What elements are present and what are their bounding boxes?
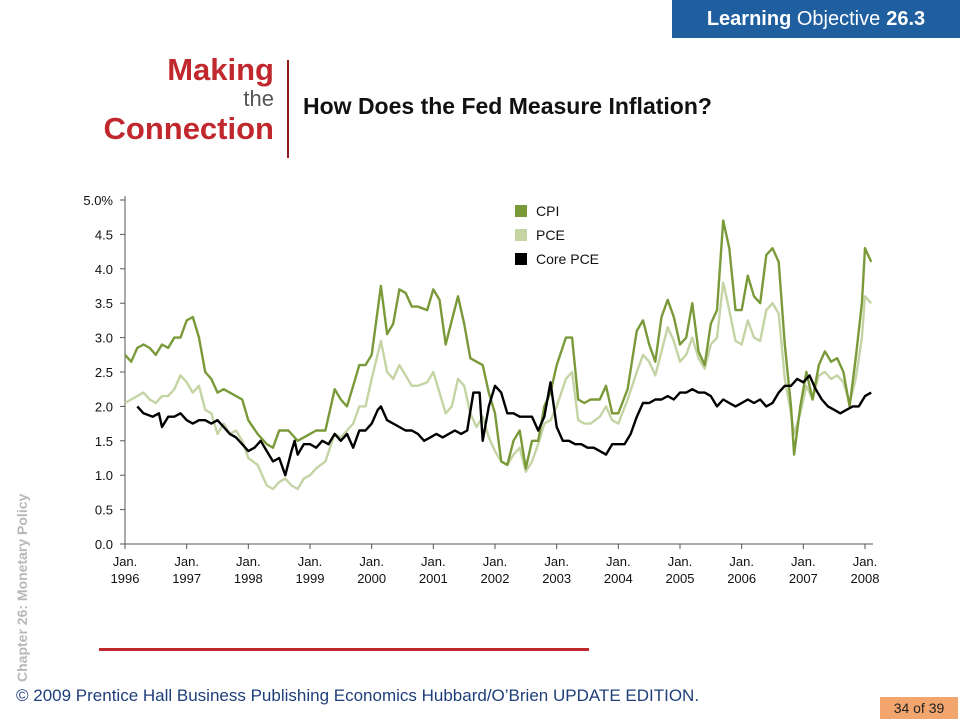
y-tick-label: 3.5 (95, 296, 113, 311)
y-tick-label: 4.5 (95, 227, 113, 242)
x-tick-label-year: 1997 (172, 571, 201, 586)
series-line-pce (124, 281, 873, 491)
x-tick-label-month: Jan. (853, 554, 878, 569)
x-tick-label-year: 2000 (357, 571, 386, 586)
y-tick-label: 2.0 (95, 399, 113, 414)
x-tick-label-year: 2007 (789, 571, 818, 586)
making-the-connection: Making the Connection (104, 54, 275, 144)
lo-label-bold: Learning (706, 7, 792, 30)
x-tick-label-year: 1999 (296, 571, 325, 586)
x-tick-label-month: Jan. (729, 554, 754, 569)
legend-label-pce: PCE (536, 227, 565, 243)
chart-axes: 0.0 0.5 1.0 1.5 2.0 2.5 3.0 3.5 4.0 4.5 5.0% Jan. 19… (83, 193, 879, 586)
x-tick-label-year: 2006 (727, 571, 756, 586)
x-tick-label-month: Jan. (544, 554, 569, 569)
mtc-connection: Connection (103, 111, 275, 146)
series-line-core-pce (136, 374, 872, 477)
x-tick-label-month: Jan. (606, 554, 631, 569)
x-tick-label-month: Jan. (483, 554, 508, 569)
x-tick-label-month: Jan. (668, 554, 693, 569)
x-tick-label-year: 2008 (851, 571, 880, 586)
footer-rule (99, 648, 589, 651)
x-tick-label-year: 2005 (666, 571, 695, 586)
x-tick-label-month: Jan. (298, 554, 323, 569)
x-tick-label-year: 2004 (604, 571, 633, 586)
page-number: 34 of 39 (880, 697, 958, 719)
y-tick-label: 1.0 (95, 468, 113, 483)
legend-swatch-core-pce (515, 253, 527, 265)
series-line-cpi (124, 219, 873, 470)
chart-legend: CPI PCE Core PCE (515, 203, 599, 267)
x-tick-label-year: 1996 (111, 571, 140, 586)
y-tick-label: 3.0 (95, 331, 113, 346)
x-tick-label-year: 2003 (542, 571, 571, 586)
x-tick-label-month: Jan. (421, 554, 446, 569)
x-tick-label-year: 2002 (481, 571, 510, 586)
x-tick-label-month: Jan. (174, 554, 199, 569)
y-tick-label: 0.0 (95, 537, 113, 552)
legend-swatch-cpi (515, 205, 527, 217)
copyright-text: © 2009 Prentice Hall Business Publishing… (16, 686, 700, 705)
x-tick-label-year: 2001 (419, 571, 448, 586)
header-divider (287, 60, 289, 158)
x-tick-label-month: Jan. (113, 554, 138, 569)
mtc-making: Making (167, 52, 274, 87)
slide-headline: How Does the Fed Measure Inflation? (303, 93, 712, 119)
x-tick-label-year: 1998 (234, 571, 263, 586)
y-tick-label: 5.0% (83, 193, 113, 208)
mtc-the: the (243, 86, 274, 111)
learning-objective-banner: Learning Objective 26.3 (672, 0, 960, 38)
legend-label-core-pce: Core PCE (536, 251, 599, 267)
y-tick-label: 2.5 (95, 365, 113, 380)
legend-label-cpi: CPI (536, 203, 559, 219)
x-tick-label-month: Jan. (791, 554, 816, 569)
lo-label: Objective (796, 7, 881, 30)
y-tick-label: 1.5 (95, 434, 113, 449)
chart-lines (124, 219, 873, 491)
legend-swatch-pce (515, 229, 527, 241)
x-tick-label-month: Jan. (236, 554, 261, 569)
y-tick-label: 4.0 (95, 262, 113, 277)
lo-number: 26.3 (886, 7, 926, 30)
y-tick-label: 0.5 (95, 503, 113, 518)
x-tick-label-month: Jan. (359, 554, 384, 569)
